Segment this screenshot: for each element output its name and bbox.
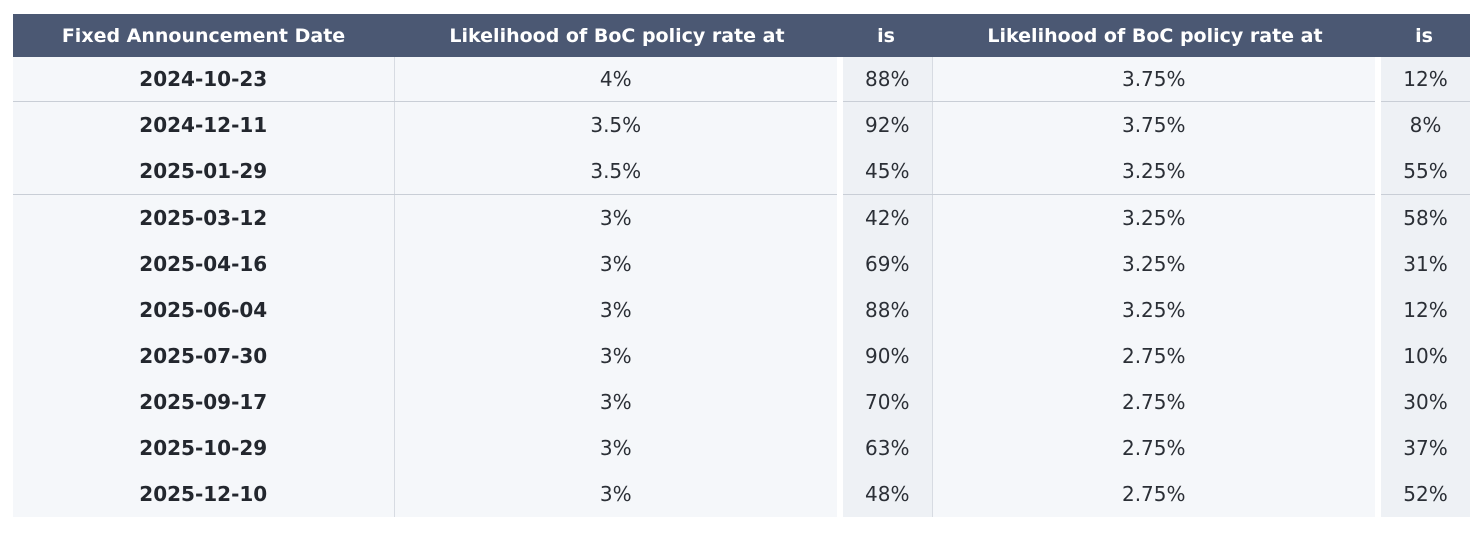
cell-date: 2025-04-16 — [13, 241, 394, 287]
table-row: 2025-04-16 3% 69% 3.25% 31% — [13, 241, 1470, 287]
table-row: 2025-12-10 3% 48% 2.75% 52% — [13, 471, 1470, 517]
cell-likelihood-1: 70% — [837, 379, 932, 425]
cell-rate-2: 2.75% — [931, 425, 1378, 471]
cell-date: 2025-06-04 — [13, 287, 394, 333]
cell-likelihood-2: 55% — [1375, 148, 1470, 195]
table-row: 2024-12-11 3.5% 92% 3.75% 8% — [13, 101, 1470, 148]
cell-likelihood-1: 90% — [837, 333, 932, 379]
cell-rate-2: 3.25% — [931, 148, 1378, 195]
cell-likelihood-2: 10% — [1375, 333, 1470, 379]
cell-likelihood-1: 45% — [837, 148, 932, 195]
table-row: 2025-10-29 3% 63% 2.75% 37% — [13, 425, 1470, 471]
cell-rate-2: 3.25% — [931, 194, 1378, 241]
cell-rate-1: 3% — [393, 471, 840, 517]
cell-date: 2025-03-12 — [13, 194, 394, 241]
table-row: 2025-09-17 3% 70% 2.75% 30% — [13, 379, 1470, 425]
cell-date: 2025-12-10 — [13, 471, 394, 517]
cell-likelihood-2: 37% — [1375, 425, 1470, 471]
table-row: 2025-01-29 3.5% 45% 3.25% 55% — [13, 148, 1470, 195]
cell-date: 2025-10-29 — [13, 425, 394, 471]
cell-rate-1: 3.5% — [393, 148, 840, 195]
cell-date: 2025-07-30 — [13, 333, 394, 379]
cell-likelihood-1: 88% — [837, 57, 932, 102]
cell-rate-2: 2.75% — [931, 379, 1378, 425]
table-row: 2024-10-23 4% 88% 3.75% 12% — [13, 57, 1470, 102]
cell-likelihood-1: 63% — [837, 425, 932, 471]
header-announcement-date: Fixed Announcement Date — [13, 14, 394, 57]
cell-likelihood-2: 52% — [1375, 471, 1470, 517]
cell-likelihood-2: 12% — [1375, 57, 1470, 102]
cell-date: 2024-12-11 — [13, 101, 394, 148]
header-is-1: is — [840, 14, 932, 57]
table-row: 2025-03-12 3% 42% 3.25% 58% — [13, 194, 1470, 241]
cell-likelihood-1: 92% — [837, 101, 932, 148]
cell-rate-1: 3% — [393, 379, 840, 425]
cell-rate-1: 3% — [393, 194, 840, 241]
cell-rate-1: 4% — [393, 57, 840, 102]
cell-likelihood-1: 88% — [837, 287, 932, 333]
cell-likelihood-2: 30% — [1375, 379, 1470, 425]
table-row: 2025-07-30 3% 90% 2.75% 10% — [13, 333, 1470, 379]
cell-likelihood-1: 48% — [837, 471, 932, 517]
cell-rate-2: 3.75% — [931, 101, 1378, 148]
cell-rate-1: 3.5% — [393, 101, 840, 148]
header-row: Fixed Announcement Date Likelihood of Bo… — [13, 14, 1470, 57]
header-likelihood-rate-1: Likelihood of BoC policy rate at — [394, 14, 840, 57]
cell-rate-2: 2.75% — [931, 471, 1378, 517]
cell-rate-1: 3% — [393, 287, 840, 333]
cell-date: 2024-10-23 — [13, 57, 394, 102]
header-likelihood-rate-2: Likelihood of BoC policy rate at — [932, 14, 1378, 57]
cell-likelihood-1: 69% — [837, 241, 932, 287]
cell-rate-2: 3.75% — [931, 57, 1378, 102]
cell-rate-2: 2.75% — [931, 333, 1378, 379]
cell-rate-1: 3% — [393, 425, 840, 471]
cell-date: 2025-09-17 — [13, 379, 394, 425]
cell-likelihood-2: 12% — [1375, 287, 1470, 333]
cell-rate-2: 3.25% — [931, 287, 1378, 333]
table-body: 2024-10-23 4% 88% 3.75% 12% 2024-12-11 3… — [13, 57, 1470, 517]
header-is-2: is — [1378, 14, 1470, 57]
rate-probability-table-container: Fixed Announcement Date Likelihood of Bo… — [13, 14, 1470, 517]
cell-likelihood-2: 31% — [1375, 241, 1470, 287]
cell-likelihood-2: 58% — [1375, 194, 1470, 241]
table-header: Fixed Announcement Date Likelihood of Bo… — [13, 14, 1470, 57]
cell-likelihood-2: 8% — [1375, 101, 1470, 148]
cell-likelihood-1: 42% — [837, 194, 932, 241]
cell-rate-1: 3% — [393, 333, 840, 379]
cell-rate-2: 3.25% — [931, 241, 1378, 287]
rate-probability-table: Fixed Announcement Date Likelihood of Bo… — [13, 14, 1470, 517]
table-row: 2025-06-04 3% 88% 3.25% 12% — [13, 287, 1470, 333]
cell-date: 2025-01-29 — [13, 148, 394, 195]
cell-rate-1: 3% — [393, 241, 840, 287]
